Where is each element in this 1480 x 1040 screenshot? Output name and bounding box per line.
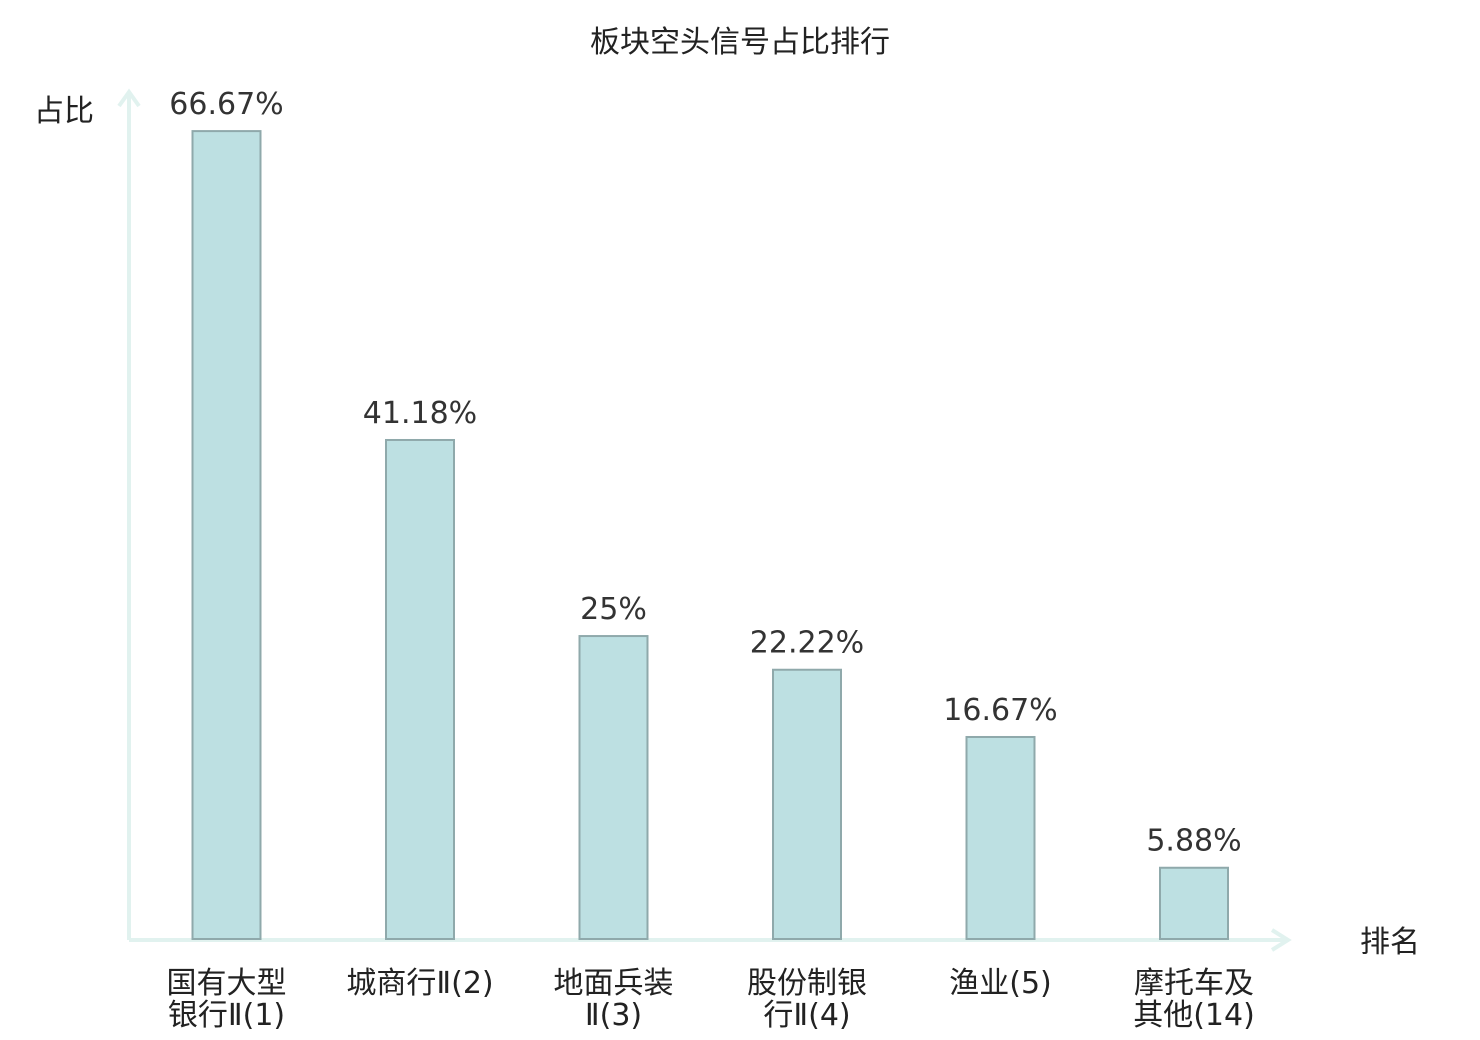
bar-value-label: 25% bbox=[580, 592, 647, 627]
bar-value-label: 22.22% bbox=[750, 626, 864, 661]
bar bbox=[965, 735, 1036, 940]
bar-value-label: 5.88% bbox=[1146, 824, 1241, 859]
category-tick-label: Ⅱ(3) bbox=[585, 998, 642, 1033]
bar-value-label: 41.18% bbox=[363, 396, 477, 431]
value-labels-group: 66.67% 41.18% 25% 22.22% 16.67% 5.88% bbox=[169, 87, 1241, 859]
y-axis-label: 占比 bbox=[34, 94, 94, 129]
bar bbox=[1159, 866, 1229, 940]
category-tick-label: 摩托车及 bbox=[1134, 966, 1254, 1001]
y-axis-arrow bbox=[117, 88, 141, 108]
category-tick-label: 国有大型 bbox=[167, 966, 287, 1001]
bar bbox=[578, 635, 649, 941]
category-tick-label: 其他(14) bbox=[1133, 998, 1255, 1033]
bars-group bbox=[191, 130, 1229, 941]
x-axis-arrow bbox=[1270, 928, 1292, 952]
category-tick-label: 股份制银 bbox=[747, 966, 867, 1001]
bar-value-label: 66.67% bbox=[169, 87, 283, 122]
bar-value-label: 16.67% bbox=[943, 693, 1057, 728]
bar bbox=[772, 668, 842, 941]
bar bbox=[191, 130, 262, 941]
category-tick-label: 渔业(5) bbox=[949, 966, 1052, 1001]
bar bbox=[385, 438, 455, 940]
category-tick-label: 地面兵装 bbox=[554, 966, 674, 1001]
x-axis-label: 排名 bbox=[1360, 925, 1420, 960]
category-tick-label: 城商行Ⅱ(2) bbox=[346, 966, 493, 1001]
category-tick-label: 行Ⅱ(4) bbox=[763, 998, 850, 1033]
category-tick-label: 银行Ⅱ(1) bbox=[168, 998, 285, 1033]
chart-title: 板块空头信号占比排行 bbox=[590, 25, 890, 60]
